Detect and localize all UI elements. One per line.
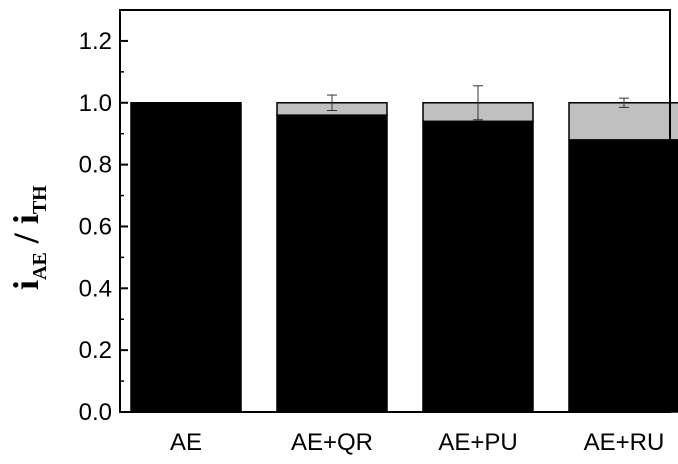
y-tick-label-5: 1.0 [79, 90, 112, 117]
x-tick-label-3: AE+RU [584, 429, 665, 456]
y-tick-label-3: 0.6 [79, 213, 112, 240]
bar-main-3 [569, 140, 678, 412]
bar-main-0 [131, 103, 241, 412]
x-tick-label-2: AE+PU [438, 429, 517, 456]
plot-layer: 0.0 0.2 0.4 0.6 0.8 1.0 1.2 AE AE+QR AE+PU AE+RU [79, 28, 678, 456]
y-axis-label-i2: i [6, 214, 46, 224]
bar-diff-3 [569, 103, 678, 140]
y-tick-label-1: 0.2 [79, 337, 112, 364]
y-tick-label-2: 0.4 [79, 275, 112, 302]
x-tick-label-0: AE [170, 429, 202, 456]
y-tick-label-6: 1.2 [79, 28, 112, 55]
x-tick-label-1: AE+QR [291, 429, 373, 456]
y-tick-label-4: 0.8 [79, 152, 112, 179]
bar-main-1 [277, 115, 387, 412]
y-axis-label-i1: i [6, 280, 46, 290]
y-axis-label-sub2: TH [29, 185, 51, 214]
y-axis-label-slash: / [6, 224, 46, 252]
bar-main-2 [423, 121, 533, 412]
y-tick-label-0: 0.0 [79, 399, 112, 426]
y-axis-label-sub1: AE [29, 252, 51, 280]
y-axis-label: iAE / iTH [6, 185, 51, 290]
